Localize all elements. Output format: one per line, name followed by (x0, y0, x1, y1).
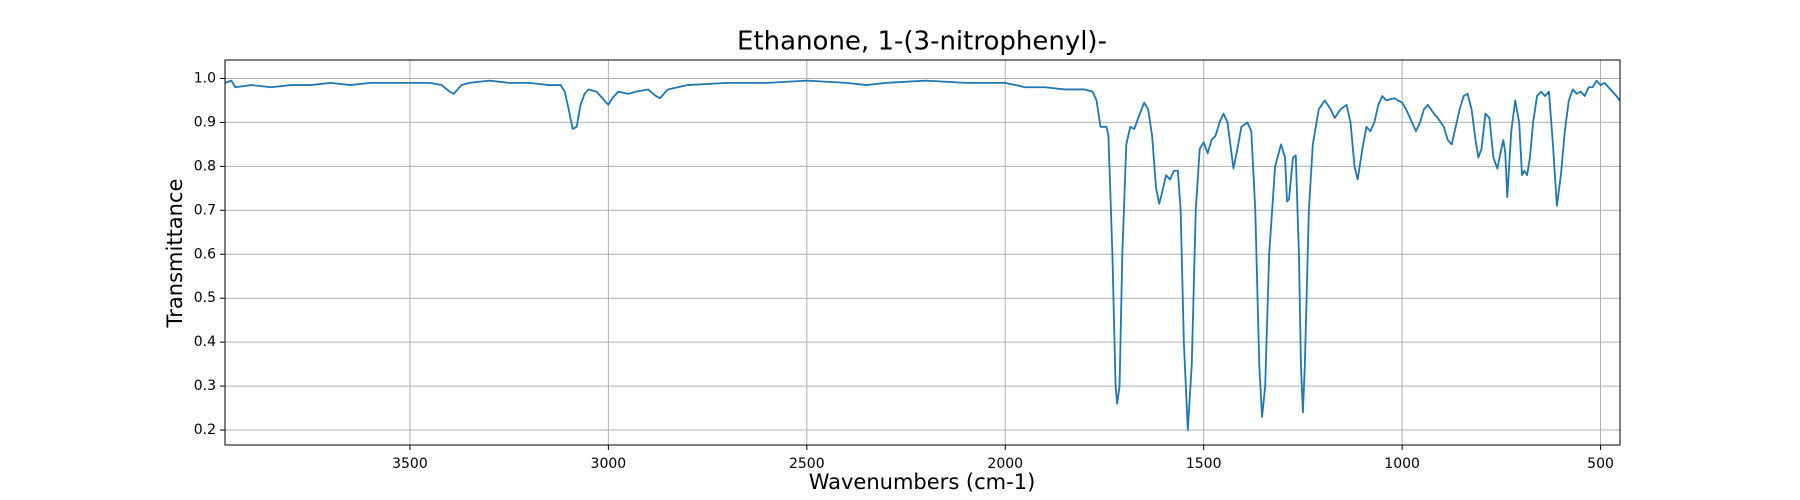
plot-frame (224, 59, 1621, 446)
x-tick-label: 1000 (1384, 456, 1420, 472)
y-axis-label: Transmittance (163, 179, 187, 329)
y-tick-label: 0.8 (194, 158, 216, 174)
x-tick-label: 1500 (1186, 456, 1222, 472)
y-tick-label: 0.4 (194, 334, 216, 350)
y-tick-label: 0.5 (194, 290, 216, 306)
chart-title: Ethanone, 1-(3-nitrophenyl)- (737, 27, 1107, 57)
y-tick-label: 0.2 (194, 422, 216, 438)
x-axis-label: Wavenumbers (cm-1) (809, 470, 1036, 494)
y-tick-label: 0.9 (194, 114, 216, 130)
x-tick-label: 500 (1587, 456, 1614, 472)
y-tick-label: 0.7 (194, 202, 216, 218)
y-tick-label: 1.0 (194, 70, 216, 86)
x-tick-label: 2500 (789, 456, 825, 472)
spectrum-line (224, 79, 1621, 431)
x-tick-label: 3500 (392, 456, 428, 472)
x-tick-label: 3000 (591, 456, 627, 472)
x-tick-label: 2000 (987, 456, 1023, 472)
y-tick-label: 0.6 (194, 246, 216, 262)
y-tick-label: 0.3 (194, 378, 216, 394)
